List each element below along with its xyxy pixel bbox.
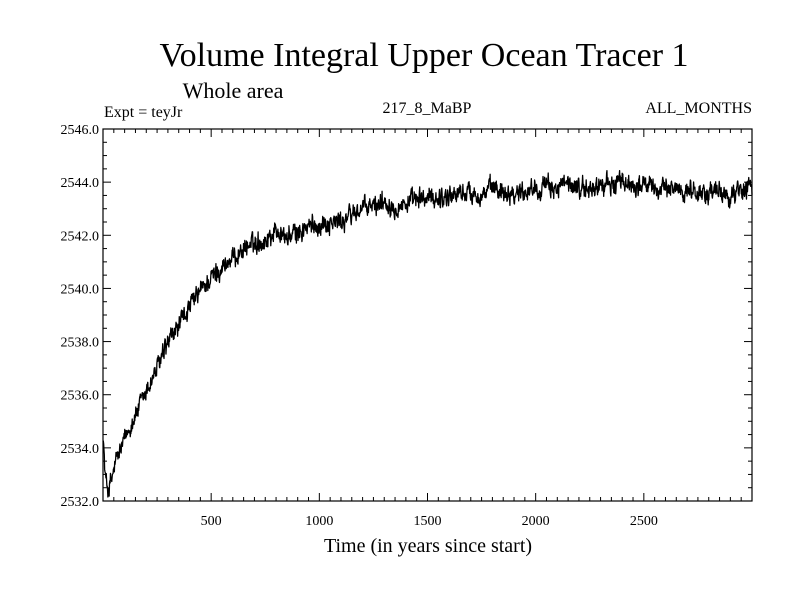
y-tick-label: 2544.0: [61, 176, 100, 191]
x-tick-label: 500: [201, 514, 222, 529]
run-label: 217_8_MaBP: [383, 100, 472, 117]
y-tick-label: 2534.0: [61, 442, 100, 457]
y-tick-label: 2536.0: [61, 389, 100, 404]
y-tick-label: 2538.0: [61, 336, 100, 351]
x-tick-label: 1000: [305, 514, 333, 529]
x-axis-title: Time (in years since start): [324, 535, 532, 557]
y-tick-label: 2532.0: [61, 495, 100, 510]
chart-subtitle: Whole area: [183, 78, 284, 103]
axis-ticks: 2532.0 2534.0 2536.0 2538.0 2540.0 2542.0 2544…: [61, 123, 752, 529]
series-line: [102, 169, 753, 498]
expt-label: Expt = teyJr: [104, 104, 183, 121]
months-label: ALL_MONTHS: [645, 100, 752, 117]
x-tick-label: 2500: [630, 514, 658, 529]
y-tick-label: 2542.0: [61, 229, 100, 244]
plot-area: [102, 169, 753, 498]
chart-title: Volume Integral Upper Ocean Tracer 1: [159, 37, 688, 74]
y-tick-label: 2546.0: [61, 123, 100, 138]
x-tick-label: 1500: [414, 514, 442, 529]
y-tick-label: 2540.0: [61, 282, 100, 297]
x-tick-label: 2000: [522, 514, 550, 529]
